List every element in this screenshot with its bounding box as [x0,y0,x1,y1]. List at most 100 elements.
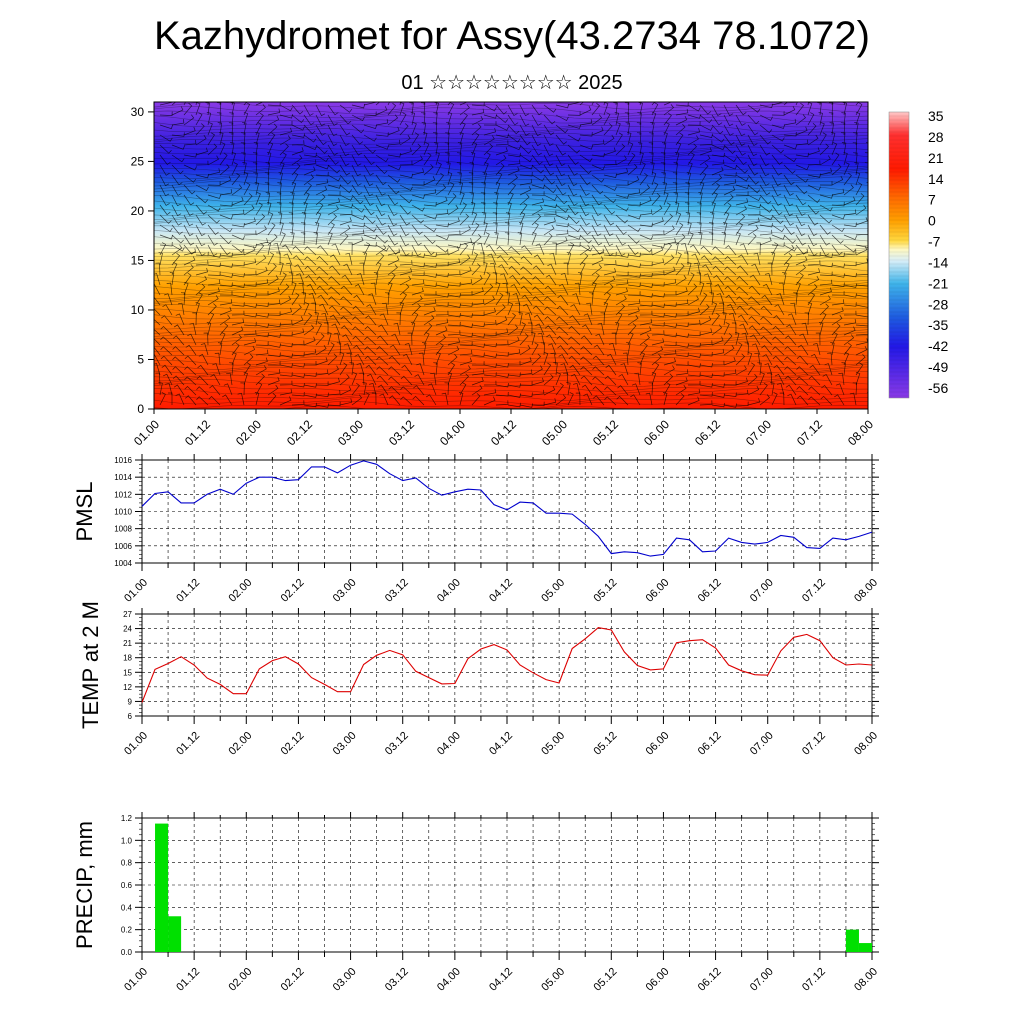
wind-barb [651,171,657,186]
wind-barb [294,264,305,276]
wind-barb [686,172,692,186]
wind-barb [867,345,868,346]
wind-barb [796,386,809,396]
wind-barb [555,204,569,213]
wind-barb [663,382,671,396]
wind-barb [243,293,257,298]
y-tick-label: 20 [131,204,145,218]
wind-barb [447,313,461,318]
wind-barb [471,287,484,296]
y-axis-label: TEMP at 2 M [78,601,103,729]
wind-barb [172,335,185,346]
x-tick-label: 04.12 [487,577,515,605]
wind-barb [422,342,427,356]
wind-barb [687,162,693,176]
wind-barb [356,273,365,286]
wind-barb [771,134,785,142]
wind-barb [505,212,511,226]
wind-barb [243,338,257,346]
wind-barb [567,124,582,129]
wind-barb [867,264,868,265]
wind-barb [183,126,196,136]
wind-barb [196,396,209,406]
wind-barb [700,246,713,256]
wind-barb [615,214,628,224]
wind-barb [171,204,182,217]
x-tick-label: 02.00 [226,966,254,994]
wind-barb [807,224,818,237]
wind-barb [663,302,677,307]
wind-barb [507,312,516,326]
wind-barb [267,376,280,386]
wind-barb [495,391,509,397]
wind-barb [634,372,641,386]
wind-barb [568,336,581,346]
wind-barb [675,322,689,327]
wind-barb [723,172,737,177]
wind-barb [508,256,521,266]
wind-barb [411,224,423,235]
wind-barb [363,144,376,154]
wind-barb [351,222,365,228]
wind-barb [821,385,833,396]
wind-barb [749,274,761,286]
wind-barb [865,142,868,155]
wind-barb [459,102,468,106]
wind-barb [279,380,293,386]
wind-barb [520,276,533,286]
wind-barb [255,332,269,338]
x-tick-label: 02.00 [226,730,254,758]
wind-barb [603,224,614,237]
wind-barb [558,283,569,296]
wind-barb [328,286,341,296]
wind-barb [219,252,233,258]
wind-barb [615,234,626,246]
wind-barb [854,122,859,136]
y-tick-label: 1016 [114,456,132,465]
wind-barb [255,357,268,366]
wind-barb [784,356,797,366]
wind-barb [615,168,629,176]
wind-barb [279,152,287,166]
wind-barb [331,323,341,336]
wind-barb [675,377,688,386]
wind-barb [351,164,362,177]
wind-barb [288,212,294,226]
x-tick-label: 04.12 [487,966,515,994]
wind-barb [375,244,389,252]
wind-barb [626,342,631,356]
wind-barb [498,264,509,276]
wind-barb [627,244,639,256]
wind-barb [684,192,690,206]
wind-barb [787,313,797,326]
wind-barb [663,313,677,318]
wind-barb [767,262,773,276]
wind-barb [787,393,797,406]
wind-barb [751,343,761,356]
wind-barb [411,244,422,257]
wind-barb [579,194,590,207]
wind-barb [520,266,533,276]
wind-barb [796,395,809,406]
wind-barb [519,178,533,186]
wind-barb [435,172,444,186]
wind-barb [494,232,499,246]
wind-barb [243,313,257,318]
wind-barb [819,312,827,326]
wind-barb [867,254,868,255]
wind-barb [604,375,617,386]
wind-barb [364,346,377,356]
wind-barb [219,189,233,196]
isotherm-line [154,278,868,287]
wind-barb [855,172,861,186]
wind-barb [255,112,264,126]
wind-barb [447,204,459,216]
isotherm-line [154,365,868,375]
wind-barb [698,232,703,246]
wind-barb [291,154,303,166]
wind-barb [807,260,821,266]
wind-barb [435,342,444,356]
wind-barb [783,154,797,163]
wind-barb [342,334,353,346]
wind-barb [843,302,857,307]
